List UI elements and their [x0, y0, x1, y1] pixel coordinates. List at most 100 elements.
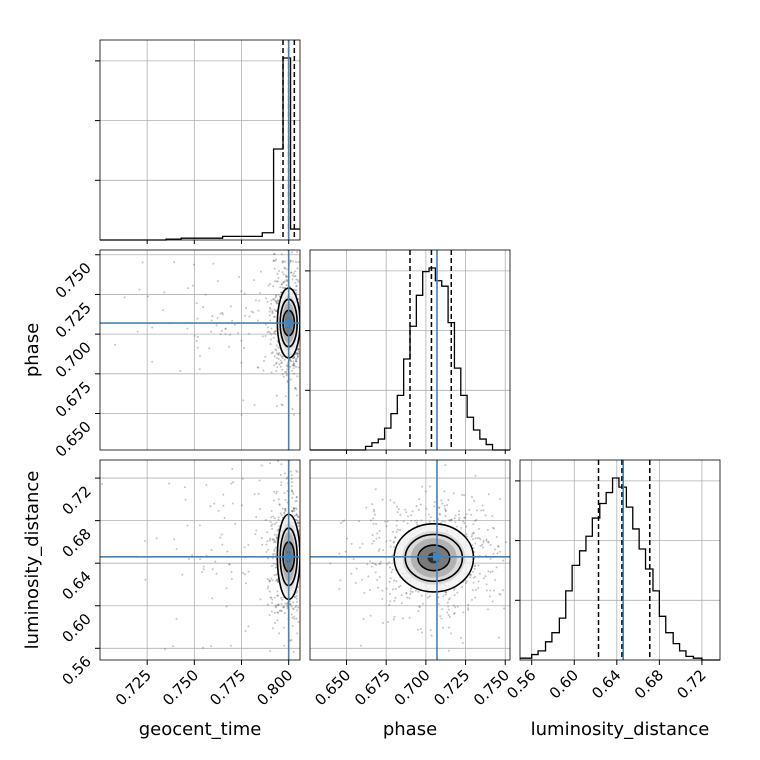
sample-point [410, 514, 413, 517]
sample-point [293, 387, 296, 390]
sample-point [396, 511, 399, 514]
sample-point [489, 570, 492, 573]
sample-point [394, 588, 397, 591]
sample-point [241, 477, 244, 480]
sample-point [444, 509, 447, 512]
sample-point [390, 571, 393, 574]
sample-point [296, 352, 299, 355]
sample-point [259, 270, 262, 273]
sample-point [275, 349, 278, 352]
joint-geocent_time-luminosity_distance [100, 446, 300, 660]
sample-point [493, 548, 496, 551]
sample-point [296, 590, 299, 593]
sample-point [491, 570, 494, 573]
sample-point [259, 292, 262, 295]
sample-point [161, 309, 164, 312]
sample-point [470, 513, 473, 516]
sample-point [477, 587, 480, 590]
sample-point [268, 580, 271, 583]
sample-point [266, 531, 269, 534]
sample-point [452, 492, 455, 495]
sample-point [240, 413, 243, 416]
sample-point [391, 568, 394, 571]
sample-point [495, 535, 498, 538]
sample-point [467, 607, 470, 610]
sample-point [389, 539, 392, 542]
sample-point [453, 612, 456, 615]
sample-point [344, 550, 347, 553]
sample-point [289, 260, 292, 263]
sample-point [277, 276, 280, 279]
x-tick-label: 0.725 [112, 666, 155, 709]
sample-point [447, 499, 450, 502]
sample-point [123, 296, 126, 299]
sample-point [285, 268, 288, 271]
sample-point [443, 508, 446, 511]
sample-point [277, 346, 280, 349]
sample-point [378, 562, 381, 565]
sample-point [269, 537, 272, 540]
sample-point [231, 467, 234, 470]
sample-point [280, 514, 283, 517]
sample-point [361, 578, 364, 581]
sample-point [260, 536, 263, 539]
sample-point [280, 484, 283, 487]
sample-point [469, 574, 472, 577]
sample-point [374, 488, 377, 491]
sample-point [283, 280, 286, 283]
sample-point [292, 601, 295, 604]
sample-point [280, 446, 282, 448]
sample-point [457, 513, 460, 516]
sample-point [418, 498, 421, 501]
sample-point [448, 597, 451, 600]
sample-point [222, 493, 225, 496]
sample-point [269, 282, 272, 285]
sample-point [272, 285, 275, 288]
sample-point [292, 362, 295, 365]
sample-point [394, 536, 397, 539]
sample-point [141, 261, 144, 264]
sample-point [144, 578, 147, 581]
sample-point [274, 348, 277, 351]
sample-point [453, 611, 456, 614]
sample-point [210, 645, 213, 648]
sample-point [393, 579, 396, 582]
sample-point [373, 513, 376, 516]
sample-point [281, 357, 284, 360]
sample-point [407, 515, 410, 518]
sample-point [406, 522, 409, 525]
sample-point [261, 543, 264, 546]
sample-point [378, 548, 381, 551]
sample-point [198, 524, 201, 527]
sample-point [389, 499, 392, 502]
sample-point [395, 580, 398, 583]
sample-point [295, 261, 298, 264]
sample-point [283, 606, 286, 609]
sample-point [295, 512, 298, 515]
sample-point [228, 333, 231, 336]
sample-point [393, 599, 396, 602]
sample-point [274, 566, 277, 569]
sample-point [339, 579, 342, 582]
sample-point [292, 608, 295, 611]
sample-point [297, 524, 300, 527]
sample-point [296, 519, 299, 522]
sample-point [394, 536, 397, 539]
sample-point [282, 626, 285, 629]
sample-point [444, 515, 447, 518]
sample-point [428, 485, 431, 488]
sample-point [144, 539, 147, 542]
sample-point [487, 493, 490, 496]
sample-point [268, 314, 271, 317]
sample-point [289, 365, 292, 368]
sample-point [428, 520, 431, 523]
sample-point [482, 509, 485, 512]
sample-point [247, 570, 250, 573]
sample-point [192, 263, 195, 266]
sample-point [268, 649, 271, 652]
sample-point [381, 589, 384, 592]
sample-point [468, 508, 471, 511]
sample-point [229, 644, 232, 647]
sample-point [275, 579, 278, 582]
sample-point [285, 278, 288, 281]
